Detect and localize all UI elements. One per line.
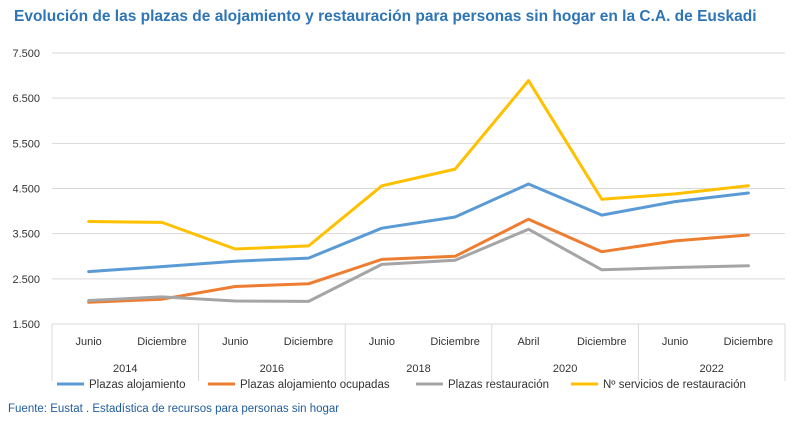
x-tick-label: Junio xyxy=(222,336,248,348)
series-lines xyxy=(87,79,750,304)
legend-label: Plazas alojamiento xyxy=(89,379,186,391)
x-tick-label: Diciembre xyxy=(430,336,480,348)
y-axis: 1.500 2.500 3.500 4.500 5.500 6.500 7.500 xyxy=(12,48,40,331)
gridlines xyxy=(52,52,785,325)
y-tick-label: 6.500 xyxy=(12,93,40,105)
x-group-label: 2014 xyxy=(113,363,137,375)
x-group-label: 2022 xyxy=(699,363,723,375)
x-tick-label: Diciembre xyxy=(724,336,774,348)
chart-title: Evolución de las plazas de alojamiento y… xyxy=(14,8,757,25)
series-line-1 xyxy=(87,182,750,274)
series-line-4 xyxy=(87,79,750,251)
x-tick-label: Junio xyxy=(369,336,395,348)
y-tick-label: 7.500 xyxy=(12,48,40,60)
y-tick-label: 5.500 xyxy=(12,138,40,150)
legend-label: Plazas restauración xyxy=(448,379,549,391)
x-axis: Junio Diciembre Junio Diciembre Junio Diciemb… xyxy=(51,323,786,381)
legend-label: Nº servicios de restauración xyxy=(603,379,746,391)
y-tick-label: 3.500 xyxy=(12,229,40,241)
series-line-2 xyxy=(87,217,750,304)
source-note: Fuente: Eustat . Estadística de recursos… xyxy=(8,403,340,415)
y-tick-label: 2.500 xyxy=(12,274,40,286)
y-tick-label: 4.500 xyxy=(12,184,40,196)
legend: Plazas alojamiento Plazas alojamiento ocu… xyxy=(57,379,746,391)
legend-label: Plazas alojamiento ocupadas xyxy=(240,379,390,391)
x-group-label: 2016 xyxy=(260,363,284,375)
x-group-label: 2018 xyxy=(406,363,430,375)
series-line-3 xyxy=(87,227,750,303)
x-tick-label: Diciembre xyxy=(284,336,334,348)
x-tick-label: Diciembre xyxy=(137,336,187,348)
y-tick-label: 1.500 xyxy=(12,319,40,331)
x-group-label: 2020 xyxy=(553,363,577,375)
x-tick-label: Junio xyxy=(76,336,102,348)
x-tick-label: Abril xyxy=(517,336,539,348)
x-tick-label: Diciembre xyxy=(577,336,627,348)
x-tick-label: Junio xyxy=(662,336,688,348)
